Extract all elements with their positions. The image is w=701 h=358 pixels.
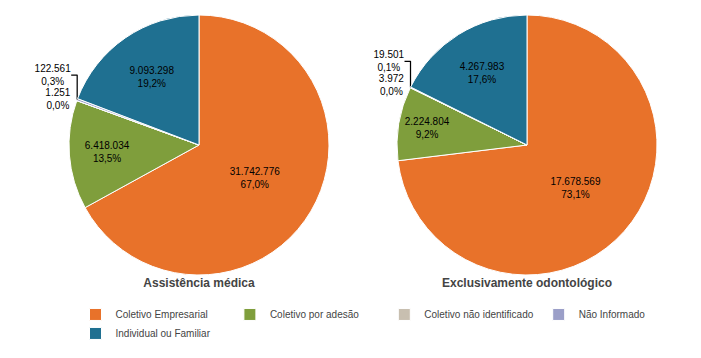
svg-text:31.742.77667,0%: 31.742.77667,0% [230, 166, 280, 190]
svg-text:17.678.56973,1%: 17.678.56973,1% [550, 176, 600, 200]
svg-text:Assistência médica: Assistência médica [143, 276, 255, 290]
svg-text:3.9720,0%: 3.9720,0% [379, 73, 404, 97]
svg-text:Não Informado: Não Informado [579, 309, 646, 320]
svg-text:Coletivo não identificado: Coletivo não identificado [424, 309, 533, 320]
svg-text:4.267.98317,6%: 4.267.98317,6% [460, 61, 505, 85]
svg-text:122.5610,3%: 122.5610,3% [35, 63, 72, 87]
svg-text:Exclusivamente odontológico: Exclusivamente odontológico [442, 276, 612, 290]
svg-text:2.224.8049,2%: 2.224.8049,2% [405, 116, 450, 140]
svg-text:9.093.29819,2%: 9.093.29819,2% [129, 65, 174, 89]
svg-text:19.5010,1%: 19.5010,1% [373, 49, 404, 73]
svg-text:Coletivo Empresarial: Coletivo Empresarial [116, 309, 208, 320]
svg-text:Individual ou Familiar: Individual ou Familiar [116, 328, 211, 339]
svg-text:1.2510,0%: 1.2510,0% [45, 87, 70, 111]
svg-text:6.418.03413,5%: 6.418.03413,5% [85, 140, 130, 164]
svg-text:Coletivo por adesão: Coletivo por adesão [270, 309, 359, 320]
